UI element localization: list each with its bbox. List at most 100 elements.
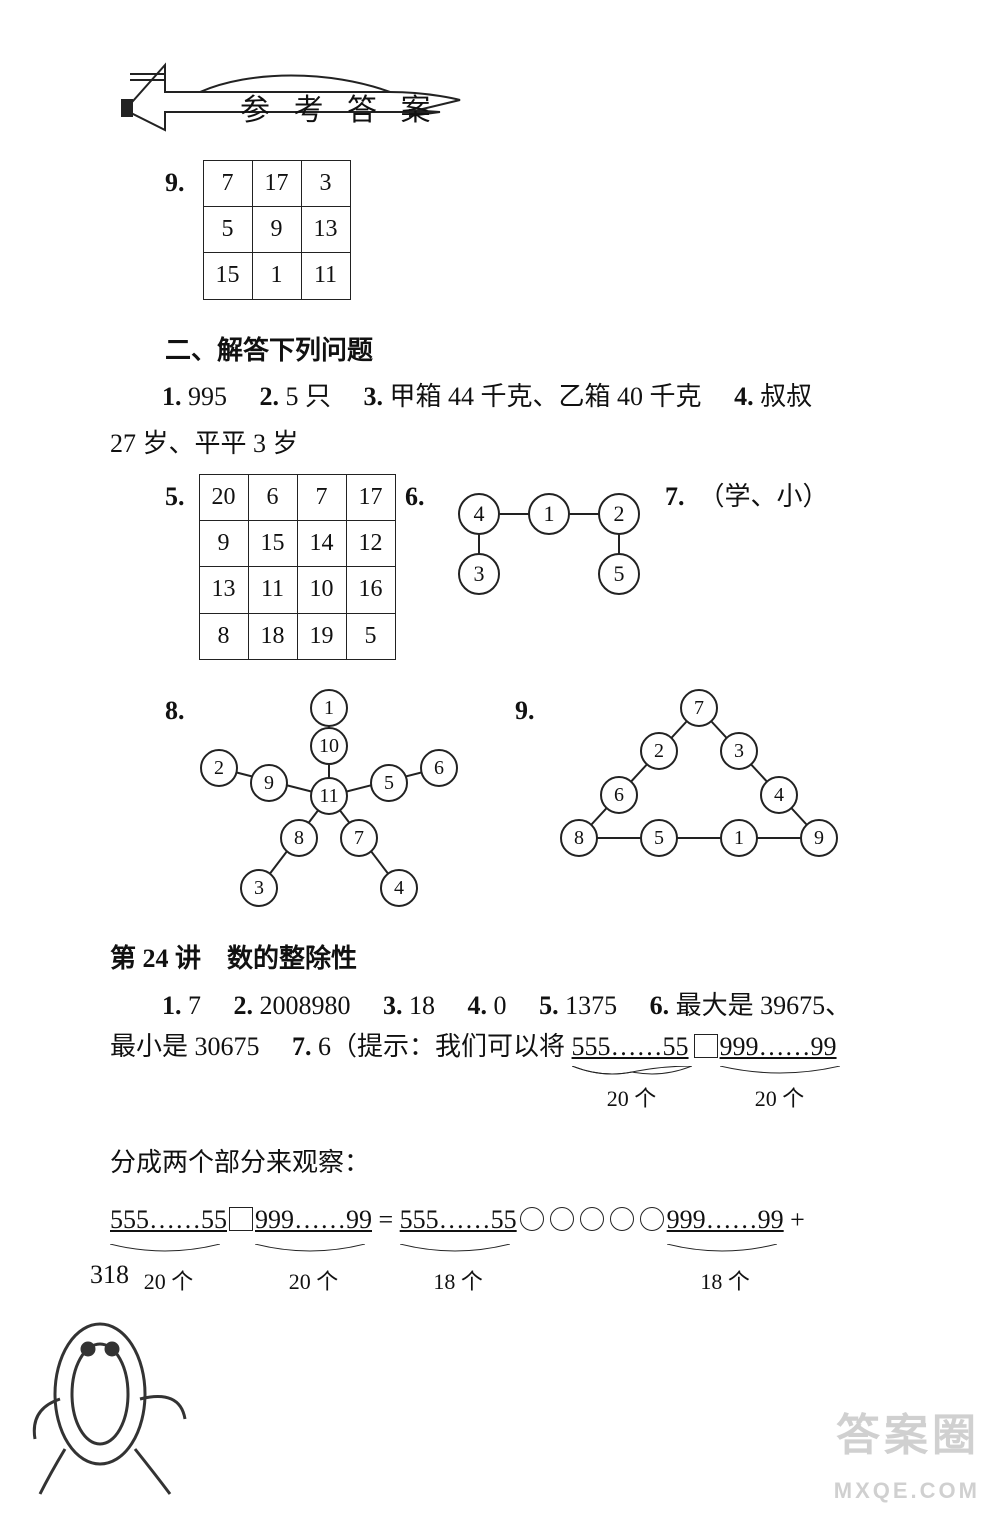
q3-label: 3. xyxy=(364,382,384,411)
svg-text:1: 1 xyxy=(543,501,554,526)
cell: 18 xyxy=(248,613,297,659)
circle-icon xyxy=(580,1207,604,1231)
circle-icon xyxy=(550,1207,574,1231)
row-8-9: 8. 11 10 1 9 2 xyxy=(165,688,890,908)
q4-ans: 叔叔 xyxy=(760,382,812,411)
q1-ans: 995 xyxy=(188,382,227,411)
cell: 6 xyxy=(248,474,297,520)
q6-label: 6. xyxy=(405,474,425,521)
s24-a5: 1375 xyxy=(565,991,617,1020)
ub-555-18: 555……55 18 个 xyxy=(400,1197,517,1301)
answers-line1: 1. 995 2. 5 只 3. 甲箱 44 千克、乙箱 40 千克 4. 叔叔 xyxy=(110,374,890,421)
svg-text:5: 5 xyxy=(613,561,624,586)
cell: 11 xyxy=(301,253,350,299)
sec24-line1: 1. 7 2. 2008980 3. 18 4. 0 5. 1375 6. 最大… xyxy=(110,983,890,1030)
svg-text:2: 2 xyxy=(613,501,624,526)
svg-text:6: 6 xyxy=(614,784,624,806)
cell: 1 xyxy=(252,253,301,299)
q8-diagram: 11 10 1 9 2 5 6 8 3 7 4 xyxy=(199,688,459,908)
s24-a6: 最大是 39675、 xyxy=(676,991,852,1020)
underbrace-999a: 999……99 20 个 xyxy=(720,1029,840,1114)
cell: 20 xyxy=(199,474,248,520)
s24-q7: 7. xyxy=(292,1032,312,1061)
s24-a4: 0 xyxy=(494,991,507,1020)
q5-label: 5. xyxy=(165,474,185,521)
cell: 9 xyxy=(199,521,248,567)
square-box-icon xyxy=(694,1034,718,1058)
cell: 10 xyxy=(297,567,346,613)
cell: 5 xyxy=(203,207,252,253)
svg-text:3: 3 xyxy=(473,561,484,586)
cell: 17 xyxy=(252,161,301,207)
svg-text:10: 10 xyxy=(319,735,339,757)
s24-a7: 6（提示：我们可以将 xyxy=(318,1032,572,1061)
header: 参 考 答 案 xyxy=(110,40,890,140)
cell: 5 xyxy=(346,613,395,659)
q9b-label: 9. xyxy=(515,688,535,868)
sec24-equation: 555……55 20 个 999……99 20 个 = 555……55 18 个… xyxy=(110,1197,890,1301)
cell: 15 xyxy=(248,521,297,567)
cell: 15 xyxy=(203,253,252,299)
q2-ans: 5 只 xyxy=(286,382,332,411)
ub-999-18: 999……99 18 个 xyxy=(667,1197,784,1301)
cell: 13 xyxy=(199,567,248,613)
svg-text:4: 4 xyxy=(473,501,484,526)
cell: 14 xyxy=(297,521,346,567)
q5-grid: 206717 9151412 13111016 818195 xyxy=(199,474,396,660)
watermark-line2: MXQE.COM xyxy=(834,1471,980,1511)
page: 参 考 答 案 9. 7173 5913 15111 二、解答下列问题 1. 9… xyxy=(0,0,1000,1529)
s24-q4: 4. xyxy=(468,991,488,1020)
cell: 17 xyxy=(346,474,395,520)
circle-icon xyxy=(640,1207,664,1231)
s24-q1: 1. xyxy=(162,991,182,1020)
q7-ans: （学、小） xyxy=(699,474,829,521)
mascot-icon xyxy=(30,1299,200,1499)
ub-999-20: 999……99 20 个 xyxy=(255,1197,372,1301)
svg-text:5: 5 xyxy=(384,772,394,794)
svg-text:2: 2 xyxy=(214,757,224,779)
cell: 7 xyxy=(203,161,252,207)
svg-text:1: 1 xyxy=(734,827,744,849)
svg-text:6: 6 xyxy=(434,757,444,779)
svg-text:3: 3 xyxy=(254,877,264,899)
watermark: 答案圈 MXQE.COM xyxy=(834,1396,980,1511)
s24-q6: 6. xyxy=(650,991,670,1020)
underbrace-555a: 555……55 20 个 xyxy=(572,1029,692,1114)
q4-label: 4. xyxy=(734,382,754,411)
cell: 7 xyxy=(297,474,346,520)
cell: 12 xyxy=(346,521,395,567)
q7-label: 7. xyxy=(665,474,685,521)
svg-text:3: 3 xyxy=(734,740,744,762)
q2-label: 2. xyxy=(260,382,280,411)
q9b-diagram: 7 2 3 6 4 8 5 1 9 xyxy=(549,688,849,868)
circle-icon xyxy=(610,1207,634,1231)
svg-text:8: 8 xyxy=(294,827,304,849)
plus-sign: + xyxy=(784,1205,805,1234)
svg-text:8: 8 xyxy=(574,827,584,849)
watermark-line1: 答案圈 xyxy=(834,1396,980,1475)
cell: 3 xyxy=(301,161,350,207)
square-box-icon xyxy=(229,1207,253,1231)
cell: 13 xyxy=(301,207,350,253)
cell: 8 xyxy=(199,613,248,659)
cell: 19 xyxy=(297,613,346,659)
cell: 11 xyxy=(248,567,297,613)
svg-text:5: 5 xyxy=(654,827,664,849)
s24-a2: 2008980 xyxy=(260,991,351,1020)
q9-label: 9. xyxy=(165,160,185,207)
q6-diagram: 4 1 2 3 5 xyxy=(439,474,659,614)
q9-block: 9. 7173 5913 15111 xyxy=(165,160,890,300)
svg-text:7: 7 xyxy=(694,697,704,719)
q1-label: 1. xyxy=(162,382,182,411)
s24-a6b: 最小是 30675 xyxy=(110,1032,260,1061)
q3-ans: 甲箱 44 千克、乙箱 40 千克 xyxy=(390,382,702,411)
sec24-mid: 分成两个部分来观察： xyxy=(110,1140,890,1187)
cell: 16 xyxy=(346,567,395,613)
svg-text:4: 4 xyxy=(394,877,404,899)
row-5-6-7: 5. 206717 9151412 13111016 818195 6. 4 1… xyxy=(165,474,890,660)
page-number: 318 xyxy=(90,1252,129,1299)
circle-icon xyxy=(520,1207,544,1231)
header-title: 参 考 答 案 xyxy=(240,84,439,138)
s24-a3: 18 xyxy=(409,991,435,1020)
section2-heading: 二、解答下列问题 xyxy=(165,328,890,375)
